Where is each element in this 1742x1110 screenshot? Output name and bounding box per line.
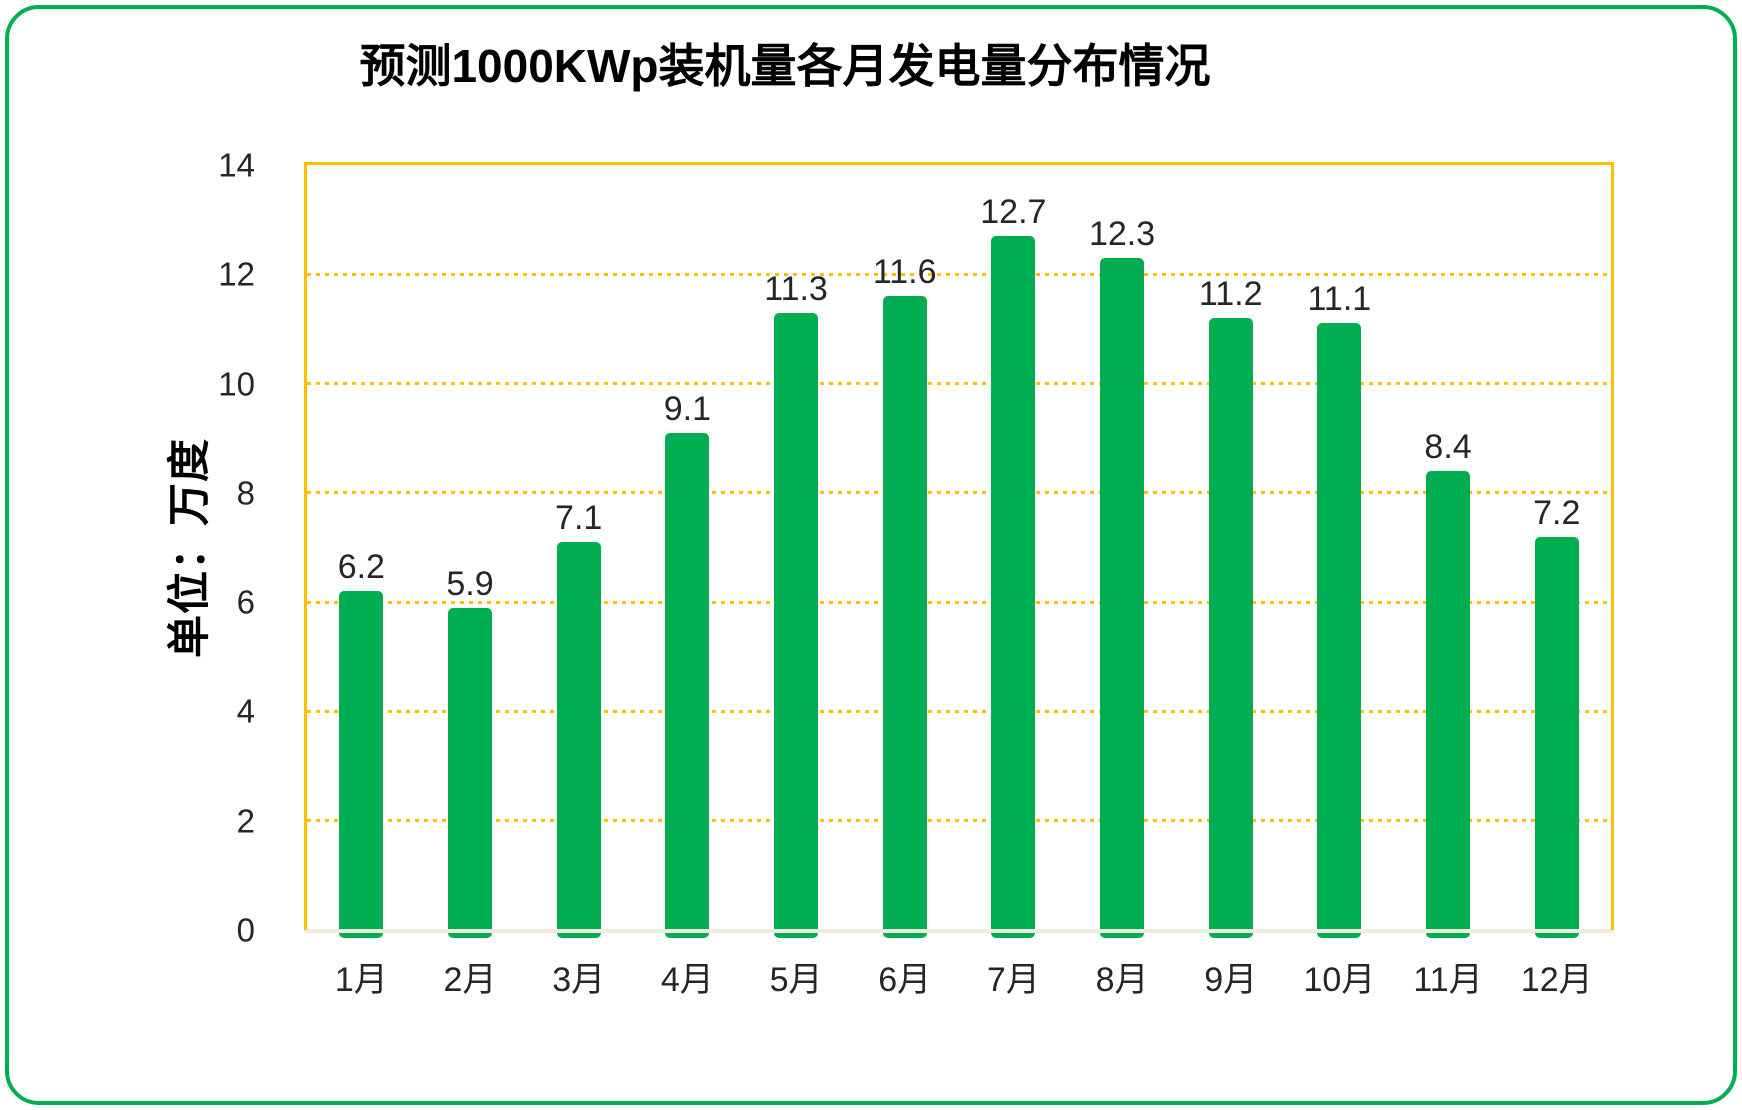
x-tick-label-4月: 4月	[660, 961, 714, 999]
bar-value-label: 7.2	[1533, 493, 1581, 532]
bar-value-label: 11.6	[872, 253, 937, 292]
y-tick-label-2: 2	[236, 802, 255, 840]
x-tick-label-3月: 3月	[552, 961, 606, 999]
bar-12月	[1534, 536, 1579, 938]
bar-slot-9月: 11.2	[1176, 275, 1285, 938]
x-tick-label-10月: 10月	[1303, 961, 1376, 999]
bar-5月	[774, 312, 819, 938]
bar-6月	[882, 296, 927, 938]
y-tick-label-8: 8	[236, 474, 255, 512]
y-tick-label-12: 12	[218, 255, 255, 293]
x-tick-label-7月: 7月	[986, 961, 1040, 999]
bar-slot-4月: 9.1	[633, 389, 742, 938]
bar-4月	[665, 432, 710, 938]
bar-slot-5月: 11.3	[742, 269, 851, 938]
bar-value-label: 12.3	[1088, 214, 1156, 253]
bar-slot-12月: 7.2	[1502, 493, 1611, 938]
bar-slot-1月: 6.2	[307, 548, 416, 938]
bar-2月	[448, 607, 492, 938]
x-tick-label-9月: 9月	[1204, 961, 1258, 999]
bar-slot-6月: 11.6	[850, 253, 959, 938]
y-tick-label-14: 14	[218, 146, 255, 184]
bar-value-label: 9.1	[663, 389, 711, 428]
bar-value-label: 11.1	[1307, 280, 1372, 319]
bar-value-label: 5.9	[446, 564, 494, 603]
x-tick-label-1月: 1月	[334, 961, 388, 999]
x-tick-label-5月: 5月	[769, 961, 823, 999]
gridline-2	[307, 819, 1611, 823]
y-tick-label-4: 4	[236, 692, 255, 730]
bar-value-label: 11.3	[764, 269, 828, 308]
x-tick-label-2月: 2月	[443, 961, 497, 999]
gridline-10	[307, 382, 1611, 386]
bar-series: 6.2 5.9 7.1 9.1 11.3 11.6 12.7 12.3 11.2 11.1 8.4 7…	[307, 165, 1611, 938]
bar-7月	[991, 236, 1036, 938]
y-tick-label-10: 10	[218, 365, 255, 403]
bar-10月	[1317, 323, 1362, 938]
gridline-6	[307, 600, 1611, 604]
bar-slot-11月: 8.4	[1394, 428, 1503, 938]
bar-1月	[339, 591, 384, 938]
bar-value-label: 11.2	[1198, 275, 1263, 313]
bar-11月	[1426, 471, 1471, 938]
bar-3月	[556, 542, 601, 938]
bar-slot-10月: 11.1	[1285, 280, 1394, 938]
y-tick-label-0: 0	[236, 911, 255, 949]
bar-8月	[1100, 257, 1145, 938]
gridline-8	[307, 491, 1611, 495]
bar-value-label: 7.1	[555, 499, 603, 538]
x-tick-label-8月: 8月	[1095, 961, 1149, 999]
x-axis-baseline	[304, 929, 1614, 933]
bar-value-label: 8.4	[1424, 428, 1472, 466]
bar-slot-2月: 5.9	[416, 564, 525, 938]
y-tick-label-6: 6	[236, 583, 255, 621]
x-tick-label-11月: 11月	[1413, 961, 1483, 999]
y-axis-tick-labels: 14 12 10 8 6 4 2 0	[0, 149, 255, 947]
x-tick-label-12月: 12月	[1520, 961, 1593, 999]
bar-value-label: 6.2	[337, 548, 385, 587]
bar-slot-7月: 12.7	[959, 193, 1068, 938]
plot-area: 6.2 5.9 7.1 9.1 11.3 11.6 12.7 12.3 11.2 11.1 8.4 7…	[304, 162, 1614, 938]
bar-value-label: 12.7	[980, 193, 1047, 232]
x-tick-label-6月: 6月	[878, 961, 932, 999]
gridline-12	[307, 272, 1611, 276]
x-axis-tick-labels: 1月 2月 3月 4月 5月 6月 7月 8月 9月 10月 11月 12月	[307, 952, 1611, 1001]
bar-slot-3月: 7.1	[524, 499, 633, 938]
bar-9月	[1208, 318, 1253, 938]
chart-title: 预测1000KWp装机量各月发电量分布情况	[359, 40, 1211, 92]
bar-slot-8月: 12.3	[1068, 214, 1177, 938]
gridline-4	[307, 709, 1611, 713]
